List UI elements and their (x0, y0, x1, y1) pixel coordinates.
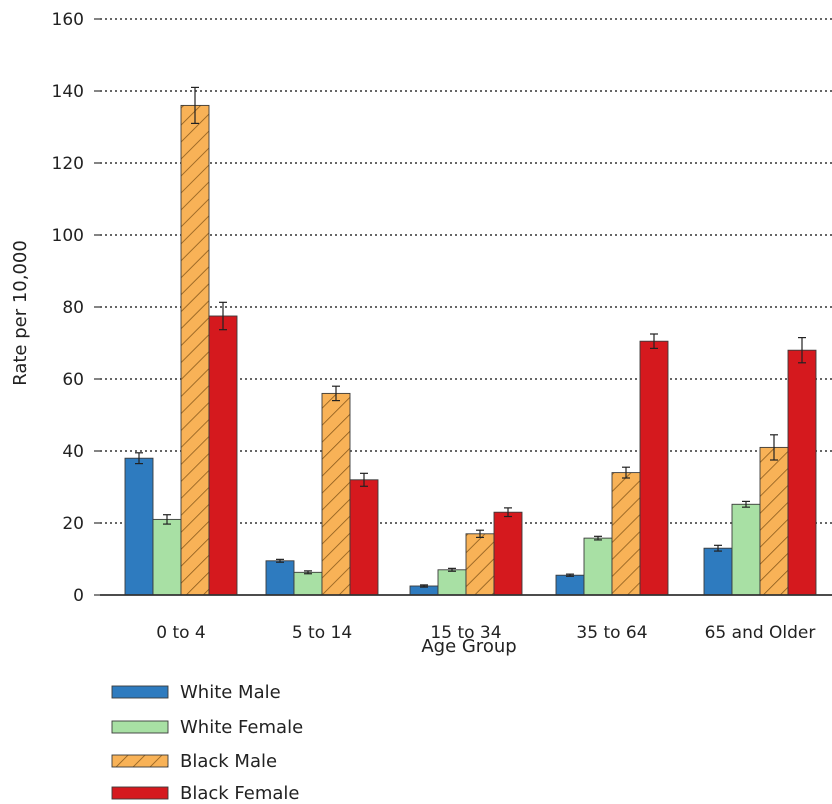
legend-label: Black Female (180, 783, 300, 804)
bar (349, 479, 379, 596)
y-tick-label: 160 (52, 10, 84, 30)
bar (787, 349, 817, 596)
bar (465, 533, 495, 596)
bar (437, 569, 467, 596)
legend-label: White Female (180, 717, 303, 738)
y-tick-label: 20 (62, 514, 84, 534)
bar (321, 392, 351, 596)
y-tick-label: 80 (62, 298, 84, 318)
bar (152, 518, 182, 596)
axes: 0 20 40 60 80 100 120 140 160 0 to 4 5 to 14 15 to … (52, 10, 832, 643)
x-tick-label: 65 and Older (705, 623, 816, 643)
bar (124, 457, 154, 596)
bar (611, 472, 641, 596)
x-tick-label: 5 to 14 (292, 623, 352, 643)
y-tick-label: 100 (52, 226, 84, 246)
legend: White Male White Female Black Male Black Fe… (111, 682, 303, 804)
x-tick-label: 0 to 4 (156, 623, 206, 643)
bar (731, 503, 761, 596)
legend-swatch (111, 754, 169, 768)
y-tick-label: 140 (52, 82, 84, 102)
y-tick-label: 40 (62, 442, 84, 462)
legend-swatch (111, 786, 169, 800)
legend-swatch (111, 720, 169, 734)
bar (759, 446, 789, 596)
bar (293, 571, 323, 596)
y-tick-label: 120 (52, 154, 84, 174)
bar (493, 511, 523, 596)
bar (208, 315, 238, 596)
legend-label: White Male (180, 682, 281, 703)
y-tick-label: 0 (73, 586, 84, 606)
x-axis-title: Age Group (421, 636, 516, 657)
bar (180, 104, 210, 596)
bar (583, 537, 613, 596)
bar (639, 340, 669, 596)
legend-label: Black Male (180, 751, 277, 772)
bar (555, 574, 585, 596)
bars (124, 86, 817, 596)
bar (703, 547, 733, 596)
x-tick-label: 35 to 64 (576, 623, 647, 643)
legend-swatch (111, 685, 169, 699)
y-axis-title: Rate per 10,000 (10, 240, 31, 386)
x-tick-label: 15 to 34 (430, 623, 501, 643)
bar (265, 560, 295, 596)
y-tick-label: 60 (62, 370, 84, 390)
